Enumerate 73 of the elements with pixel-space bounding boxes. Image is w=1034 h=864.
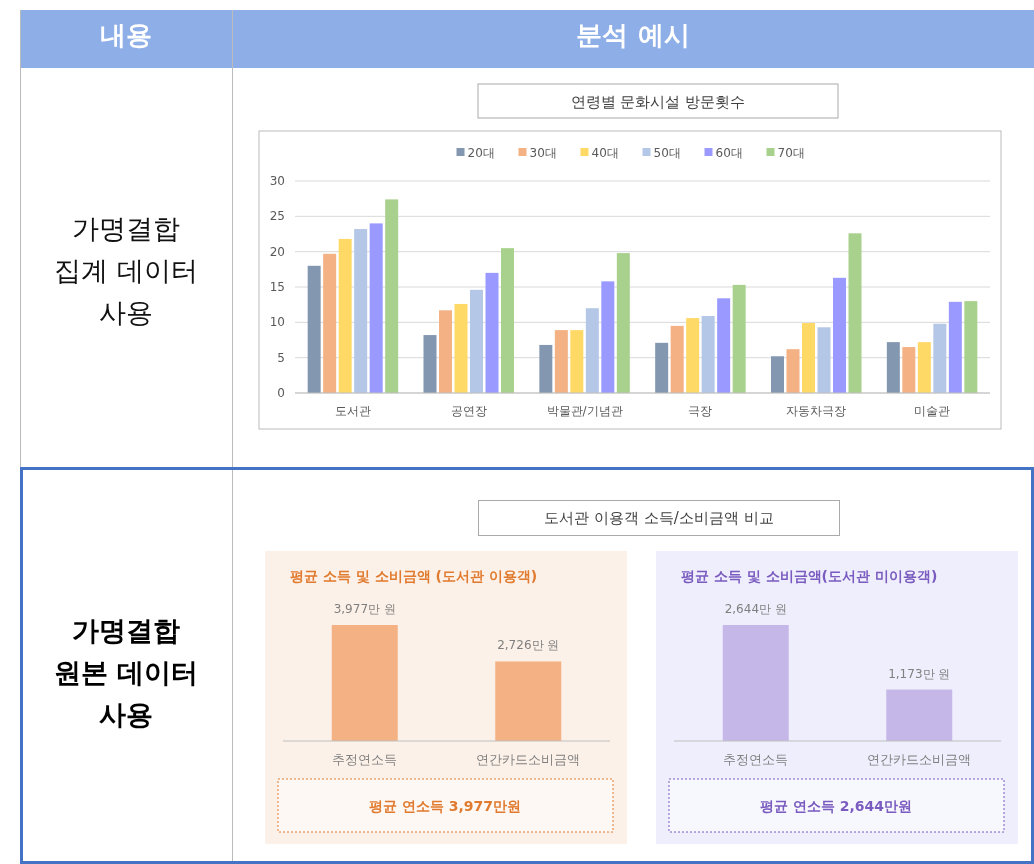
x-tick-label: 추정연소득 xyxy=(723,752,789,767)
y-tick-label: 5 xyxy=(277,350,285,365)
chart-title: 평균 소득 및 소비금액 (도서관 이용객) xyxy=(290,568,538,584)
bar xyxy=(423,335,437,393)
bar xyxy=(948,301,962,393)
y-tick-label: 15 xyxy=(269,280,285,294)
x-tick-label: 연간카드소비금액 xyxy=(867,752,972,767)
bar xyxy=(601,281,615,393)
bar xyxy=(354,229,368,393)
bar xyxy=(570,330,584,393)
legend-label: 70대 xyxy=(777,146,805,160)
data-label: 3,977만 원 xyxy=(333,602,396,616)
bar xyxy=(554,330,568,393)
bar xyxy=(802,323,815,393)
legend-label: 50대 xyxy=(653,146,681,160)
data-label: 2,644만 원 xyxy=(724,602,787,616)
text: 도서관 이용객 소득/소비금액 비교 xyxy=(478,500,840,536)
bar xyxy=(902,347,916,393)
x-tick-label: 미술관 xyxy=(914,404,951,418)
text: 가명결합 집계 데이터 사용 xyxy=(53,212,199,330)
bar xyxy=(848,233,862,393)
bar xyxy=(385,199,399,393)
bar xyxy=(732,284,746,393)
x-tick-label: 자동차극장 xyxy=(786,404,847,418)
text: 내용 xyxy=(99,19,153,52)
bar xyxy=(670,325,684,393)
chart-title: 연령별 문화시설 방문횟수 xyxy=(570,93,746,111)
text: 분석 예시 xyxy=(575,19,691,52)
bar xyxy=(717,298,731,393)
chart-title: 평균 소득 및 소비금액(도서관 미이용객) xyxy=(681,568,938,584)
bar xyxy=(964,301,978,393)
y-tick-label: 0 xyxy=(277,386,285,400)
bar xyxy=(369,223,383,393)
bar xyxy=(338,238,352,393)
y-tick-label: 20 xyxy=(269,244,285,259)
bar xyxy=(307,265,321,393)
bar xyxy=(439,310,452,393)
legend-label: 20대 xyxy=(467,146,495,160)
bar xyxy=(585,308,599,393)
legend-label: 60대 xyxy=(715,146,743,160)
y-tick-label: 10 xyxy=(269,315,285,330)
bar xyxy=(454,303,468,393)
legend-label: 40대 xyxy=(591,146,619,160)
x-tick-label: 도서관 xyxy=(334,404,371,418)
bar xyxy=(817,327,831,393)
bar xyxy=(539,344,553,393)
bar xyxy=(786,349,800,393)
x-tick-label: 연간카드소비금액 xyxy=(476,752,581,767)
text: 평균 연소득 3,977만원 xyxy=(368,798,522,814)
x-tick-label: 공연장 xyxy=(450,404,487,418)
bar xyxy=(323,253,337,393)
bar xyxy=(655,342,669,393)
bar xyxy=(470,289,483,393)
legend-label: 30대 xyxy=(529,146,557,160)
data-label: 1,173만 원 xyxy=(888,666,951,681)
bar xyxy=(933,323,947,393)
y-tick-label: 30 xyxy=(269,174,285,188)
data-label: 2,726만 원 xyxy=(497,638,560,653)
y-tick-label: 25 xyxy=(269,209,285,224)
bar xyxy=(686,318,700,393)
x-tick-label: 극장 xyxy=(688,404,713,418)
bar xyxy=(501,248,514,393)
bar xyxy=(833,277,846,393)
text: 평균 연소득 2,644만원 xyxy=(759,798,913,814)
bar xyxy=(616,253,630,393)
bar xyxy=(917,342,931,393)
bar xyxy=(886,342,900,393)
text: 가명결합 원본 데이터 사용 xyxy=(52,614,200,732)
x-tick-label: 박물관/기념관 xyxy=(546,404,623,418)
bar xyxy=(485,272,499,393)
x-tick-label: 추정연소득 xyxy=(332,752,398,767)
bar xyxy=(771,356,784,393)
bar xyxy=(701,315,715,393)
